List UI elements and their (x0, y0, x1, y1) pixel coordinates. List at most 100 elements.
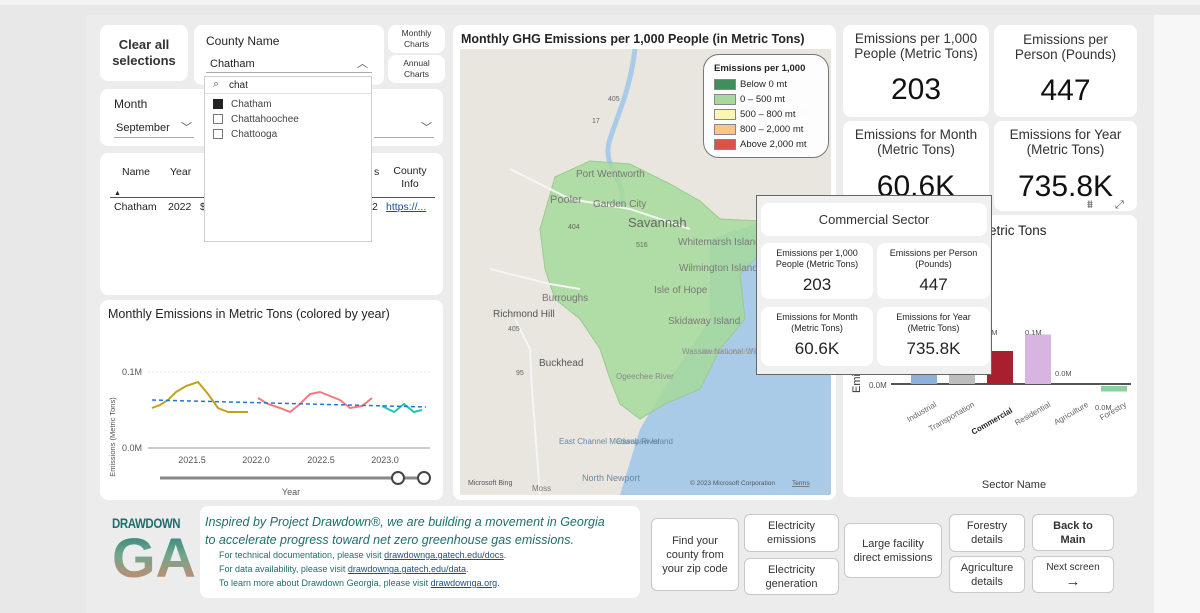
tooltip-month-label: Emissions for Month (Metric Tons) (776, 312, 858, 333)
table-header-year[interactable]: Year (170, 166, 192, 178)
monthly-emissions-chart: Monthly Emissions in Metric Tons (colore… (100, 300, 443, 500)
bar-transportation[interactable] (949, 373, 975, 384)
bar-data-label: 0.1M (1025, 328, 1042, 337)
county-info-link[interactable]: https://... (386, 201, 427, 213)
chevron-down-icon[interactable]: ﹀ (421, 122, 432, 134)
xtick-label: 2021.5 (178, 455, 206, 465)
county-option[interactable]: Chattooga (213, 127, 277, 141)
table-header-name[interactable]: Name (122, 166, 151, 178)
line-chart-ylabel: Emissions (Metric Tons) (108, 397, 117, 477)
county-option[interactable]: Chatham (213, 97, 272, 111)
checkbox-checked-icon[interactable] (213, 99, 223, 109)
map-road-label: 516 (636, 242, 648, 249)
next-screen-button[interactable]: Next screen → (1032, 556, 1114, 593)
map-terms-link[interactable]: Terms (792, 480, 810, 487)
filter-icon[interactable]: ⩩ (1087, 199, 1093, 211)
road (509, 168, 691, 230)
bar-industrial[interactable] (911, 373, 937, 384)
series-2021-line (151, 380, 248, 413)
focus-mode-icon[interactable]: ⤢ (1115, 199, 1124, 211)
bar-residential[interactable] (1025, 334, 1051, 385)
tooltip-month: Emissions for Month (Metric Tons) 60.6K (761, 307, 873, 366)
road (489, 268, 581, 290)
range-slider-handle[interactable] (417, 471, 431, 485)
xtick-label: 2022.0 (242, 455, 270, 465)
table-cell-name: Chatham (114, 201, 157, 213)
legend-swatch (714, 109, 736, 120)
checkbox-icon[interactable] (213, 129, 223, 139)
map-legend-item: 800 – 2,000 mt (714, 122, 828, 137)
month-dropdown[interactable]: September ﹀ (114, 118, 194, 138)
data-link[interactable]: drawdownga.gatech.edu/data (347, 564, 467, 574)
county-search-value: chat (229, 80, 248, 91)
map-place-label: Ossabaw Island (616, 437, 673, 446)
line-chart-xlabel: Year (282, 487, 300, 497)
bar-forestry[interactable] (1101, 386, 1127, 392)
kpi-per-person-label: Emissions per Person (Pounds) (1014, 32, 1117, 62)
month-slicer-title: Month (114, 97, 148, 111)
county-shape[interactable] (539, 160, 761, 420)
county-dropdown-list: ⌕ chat Chatham Chattahoochee Chattooga (204, 76, 372, 242)
large-facility-button[interactable]: Large facility direct emissions (844, 523, 942, 578)
kpi-per-person-value: 447 (1040, 74, 1091, 107)
period: . (466, 564, 469, 574)
xtick-label: 2022.5 (307, 455, 335, 465)
legend-label: 0 – 500 mt (740, 94, 785, 105)
kpi-per-person-card: Emissions per Person (Pounds) 447 (994, 25, 1137, 117)
chevron-down-icon[interactable]: ﹀ (181, 122, 192, 134)
kpi-year-value: 735.8K (1017, 170, 1114, 203)
annual-charts-button[interactable]: Annual Charts (388, 55, 445, 83)
legend-label: Above 2,000 mt (740, 139, 807, 150)
back-to-main-button[interactable]: Back to Main (1032, 514, 1114, 551)
top-strip (0, 0, 1200, 5)
find-county-button[interactable]: Find your county from your zip code (651, 518, 739, 591)
county-option[interactable]: Chattahoochee (213, 112, 299, 126)
map-place-label: Pooler (550, 194, 582, 206)
tooltip-title-card: Commercial Sector (761, 203, 987, 236)
county-selected-value: Chatham (210, 58, 255, 70)
tooltip-per-1000: Emissions per 1,000 People (Metric Tons)… (761, 243, 873, 299)
map-place-label: Savannah (628, 215, 687, 230)
range-slider-handle[interactable] (391, 471, 405, 485)
county-option-label: Chattahoochee (231, 113, 299, 125)
map-place-label: North Newport (582, 473, 641, 483)
second-dropdown[interactable]: ﹀ (374, 118, 434, 138)
doc-link[interactable]: drawdownga.gatech.edu/docs (384, 550, 504, 560)
tooltip-month-value: 60.6K (794, 339, 840, 358)
sector-tick-label: Agriculture (1052, 400, 1090, 427)
county-dropdown[interactable]: Chatham ︿ (206, 53, 372, 73)
map-place-label: Wassaw National Wildlife Refuge (682, 347, 800, 356)
electricity-emissions-button[interactable]: Electricity emissions (744, 514, 839, 552)
forestry-details-button[interactable]: Forestry details (949, 514, 1025, 552)
county-search-box[interactable]: ⌕ chat (205, 78, 371, 94)
monthly-charts-button[interactable]: Monthly Charts (388, 25, 445, 53)
map-legend-item: 0 – 500 mt (714, 92, 828, 107)
legend-label: 800 – 2,000 mt (740, 124, 804, 135)
sector-chart-svg: Emi 0.0M IndustrialTransportationCommerc… (851, 328, 1131, 491)
table-header-county-info[interactable]: County Info (393, 165, 427, 190)
agriculture-details-button[interactable]: Agriculture details (949, 556, 1025, 593)
tooltip-per-1000-label: Emissions per 1,000 People (Metric Tons) (775, 248, 859, 269)
find-county-label: Find your county from your zip code (662, 534, 728, 575)
map-road-label: 17 (592, 118, 600, 125)
doc-line: For technical documentation, please visi… (219, 550, 506, 560)
map-road-label: 404 (568, 224, 580, 231)
line-chart-title: Monthly Emissions in Metric Tons (colore… (108, 307, 390, 321)
clear-selections-button[interactable]: Clear all selections (100, 25, 188, 81)
period: . (503, 550, 507, 560)
legend-label: 500 – 800 mt (740, 109, 796, 120)
search-icon: ⌕ (213, 78, 220, 90)
map-place-label: Isle of Hope (654, 285, 708, 296)
map-title: Monthly GHG Emissions per 1,000 People (… (461, 32, 805, 46)
data-prefix: For data availability, please visit (219, 564, 346, 574)
electricity-generation-button[interactable]: Electricity generation (744, 558, 839, 595)
chevron-up-icon[interactable]: ︿ (357, 58, 368, 70)
checkbox-icon[interactable] (213, 114, 223, 124)
sector-tick-label: Industrial (905, 400, 938, 424)
electricity-emissions-label: Electricity emissions (767, 520, 816, 546)
table-cell-year: 2022 (168, 201, 192, 213)
learn-link[interactable]: drawdownga.org (430, 578, 498, 588)
kpi-per-1000-value: 203 (890, 73, 942, 106)
sort-arrow-icon: ▲ (114, 190, 121, 197)
sector-tick-label: Residential (1013, 400, 1052, 428)
